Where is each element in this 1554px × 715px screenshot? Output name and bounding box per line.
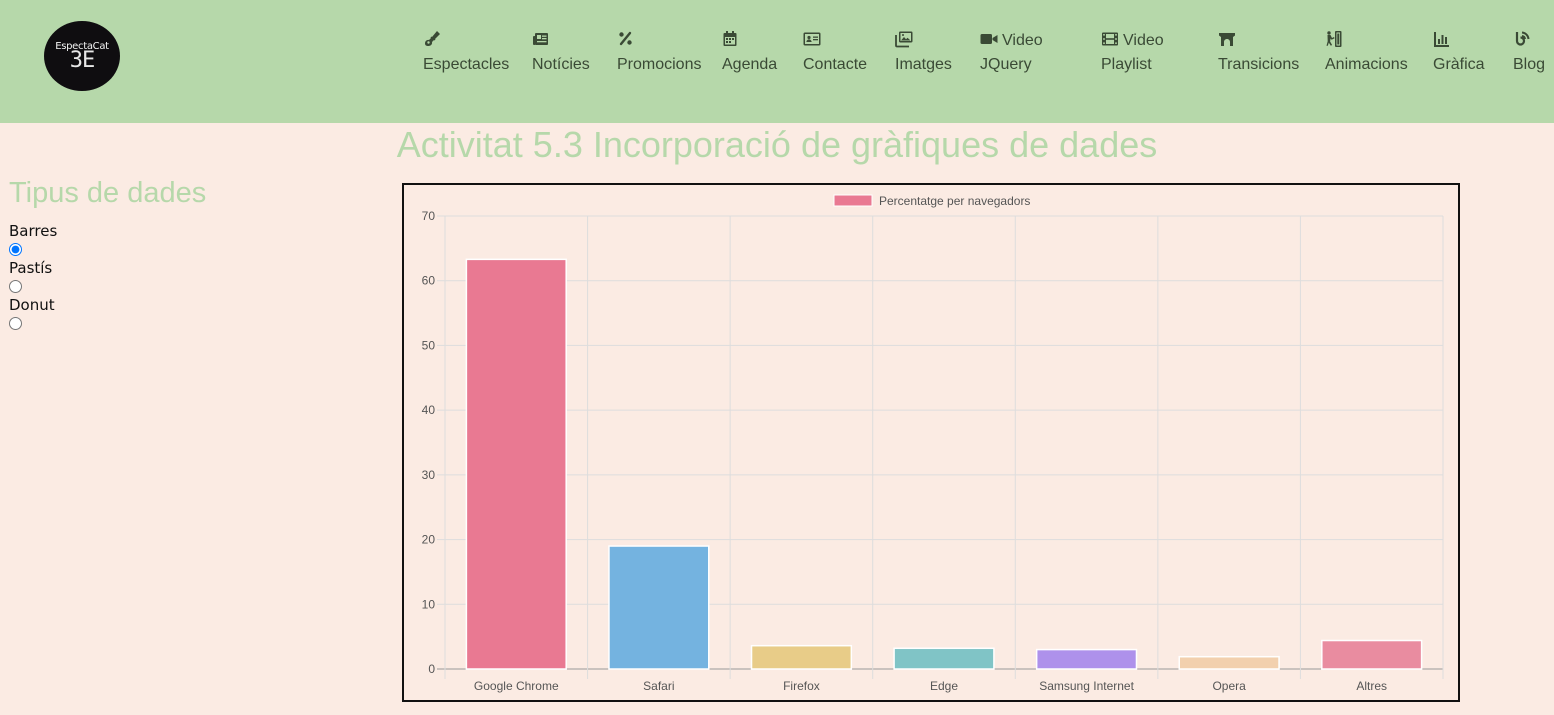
legend-swatch xyxy=(833,194,873,207)
calendar-icon xyxy=(722,30,740,48)
nav-item-video-playlist[interactable]: Video Playlist xyxy=(1101,29,1191,77)
nav-label: Espectacles xyxy=(423,56,510,73)
nav-item-grafica[interactable]: Gràfica xyxy=(1433,29,1485,77)
option-label-donut: Donut xyxy=(9,296,55,314)
nav-label: Video Playlist xyxy=(1101,32,1164,73)
x-tick-label: Google Chrome xyxy=(474,679,559,693)
nav-label: Gràfica xyxy=(1433,56,1485,73)
chart-container: 0 10 20 30 40 50 60 70 Google Chrome Safari Firefo… xyxy=(402,183,1460,702)
chart-icon xyxy=(1433,30,1451,48)
x-tick-label: Safari xyxy=(643,679,674,693)
bar xyxy=(465,258,567,670)
radio-donut[interactable] xyxy=(9,317,22,330)
nav-item-video-jquery[interactable]: Video JQuery xyxy=(980,29,1070,77)
site-header: EspectaCat ЗE Espectacles Notícies Promo… xyxy=(0,0,1554,123)
site-logo[interactable]: EspectaCat ЗE xyxy=(44,21,120,91)
y-tick-label: 50 xyxy=(422,338,436,352)
bar xyxy=(893,647,995,670)
y-tick-label: 20 xyxy=(422,533,436,547)
nav-item-animacions[interactable]: Animacions xyxy=(1325,29,1408,77)
chart-type-heading: Tipus de dades xyxy=(9,177,207,209)
bar xyxy=(1178,655,1280,670)
newspaper-icon xyxy=(532,30,550,48)
bar-chart: 0 10 20 30 40 50 60 70 Google Chrome Safari Firefo… xyxy=(422,194,1444,693)
nav-label: Promocions xyxy=(617,56,702,73)
address-card-icon xyxy=(803,30,821,48)
y-tick-label: 0 xyxy=(428,662,435,676)
bar xyxy=(1035,648,1138,670)
nav-item-noticies[interactable]: Notícies xyxy=(532,29,590,77)
radio-barres[interactable] xyxy=(9,243,22,256)
option-label-pastis: Pastís xyxy=(9,259,53,277)
option-label-barres: Barres xyxy=(9,222,58,240)
percent-icon xyxy=(617,30,635,48)
guitar-icon xyxy=(423,30,441,48)
y-tick-label: 60 xyxy=(422,274,436,288)
bridge-icon xyxy=(1218,30,1236,48)
nav-label: Agenda xyxy=(722,56,778,73)
images-icon xyxy=(895,30,913,48)
nav-label: Transicions xyxy=(1218,56,1300,73)
nav-label: Video JQuery xyxy=(980,32,1043,73)
bar xyxy=(750,644,853,670)
nav-label: Notícies xyxy=(532,56,590,73)
nav-item-promocions[interactable]: Promocions xyxy=(617,29,701,77)
bar xyxy=(608,545,710,670)
blog-icon xyxy=(1513,30,1531,48)
nav-label: Imatges xyxy=(895,56,952,73)
nav-item-imatges[interactable]: Imatges xyxy=(895,29,952,77)
x-tick-label: Firefox xyxy=(783,679,820,693)
logo-name: EspectaCat xyxy=(55,41,109,52)
nav-label: Animacions xyxy=(1325,56,1408,73)
y-tick-label: 70 xyxy=(422,209,436,223)
nav-label: Blog xyxy=(1513,56,1546,73)
nav-item-agenda[interactable]: Agenda xyxy=(722,29,777,77)
y-tick-label: 30 xyxy=(422,468,436,482)
logo-mark: ЗE xyxy=(69,48,96,73)
nav-item-blog[interactable]: Blog xyxy=(1513,29,1545,77)
radio-pastis[interactable] xyxy=(9,280,22,293)
legend-label: Percentatge per navegadors xyxy=(879,194,1030,208)
x-tick-label: Opera xyxy=(1212,679,1246,693)
x-tick-label: Samsung Internet xyxy=(1039,679,1134,693)
y-tick-label: 10 xyxy=(422,597,436,611)
page-title: Activitat 5.3 Incorporació de gràfiques … xyxy=(396,124,1158,165)
animation-icon xyxy=(1325,30,1343,48)
nav-label: Contacte xyxy=(803,56,868,73)
x-tick-label: Edge xyxy=(930,679,958,693)
bar xyxy=(1321,639,1423,670)
video-icon xyxy=(980,30,998,48)
film-icon xyxy=(1101,30,1119,48)
nav-item-transicions[interactable]: Transicions xyxy=(1218,29,1299,77)
nav-item-espectacles[interactable]: Espectacles xyxy=(423,29,509,77)
x-tick-label: Altres xyxy=(1356,679,1387,693)
y-tick-label: 40 xyxy=(422,403,436,417)
nav-item-contacte[interactable]: Contacte xyxy=(803,29,867,77)
